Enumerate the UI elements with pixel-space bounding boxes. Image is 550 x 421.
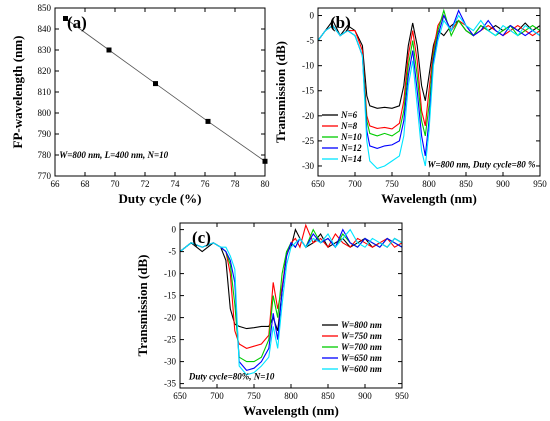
y-axis-label: FP-wavelength (nm) xyxy=(10,35,25,148)
y-tick-label: -25 xyxy=(302,136,314,146)
x-tick-label: 74 xyxy=(171,179,181,189)
y-tick-label: 0 xyxy=(172,225,177,235)
legend: W=800 nmW=750 nmW=700 nmW=650 nmW=600 nm xyxy=(322,320,382,374)
x-axis-label: Wavelength (nm) xyxy=(243,403,339,418)
chart-annotation: W=800 nm, L=400 nm, N=10 xyxy=(59,150,168,160)
y-tick-label: 830 xyxy=(38,45,52,55)
x-tick-label: 68 xyxy=(81,179,91,189)
x-tick-label: 950 xyxy=(533,179,547,189)
x-tick-label: 650 xyxy=(311,179,325,189)
x-tick-label: 700 xyxy=(210,391,224,401)
chart-panel-b: 650 700 750 800 850 900 950 -30 -25 -20 -15 -10 -5 0 W… xyxy=(273,7,547,206)
x-tick-label: 70 xyxy=(111,179,121,189)
y-tick-label: -5 xyxy=(169,247,177,257)
y-tick-label: -5 xyxy=(307,36,315,46)
series-line-5 xyxy=(318,14,540,170)
y-tick-label: -15 xyxy=(302,86,314,96)
series-line-1 xyxy=(65,18,265,162)
x-tick-label: 750 xyxy=(247,391,261,401)
y-tick-label: 850 xyxy=(38,3,52,13)
x-tick-label: 850 xyxy=(321,391,335,401)
panel-label: (a) xyxy=(67,13,87,32)
y-axis-label: Transmission (dB) xyxy=(135,255,150,357)
y-tick-label: 800 xyxy=(38,108,52,118)
legend-label: N=12 xyxy=(340,143,362,153)
x-tick-label: 950 xyxy=(395,391,409,401)
series-line-4 xyxy=(180,228,402,372)
x-tick-label: 76 xyxy=(201,179,211,189)
y-tick-label: -20 xyxy=(164,313,176,323)
x-tick-label: 650 xyxy=(173,391,187,401)
x-tick-label: 900 xyxy=(496,179,510,189)
legend-label: N=6 xyxy=(340,110,358,120)
y-tick-label: 0 xyxy=(310,11,315,21)
data-point xyxy=(106,47,112,53)
series-line-5 xyxy=(180,228,402,376)
x-tick-label: 66 xyxy=(51,179,61,189)
y-tick-label: -10 xyxy=(164,269,176,279)
y-tick-label: -15 xyxy=(164,291,176,301)
x-axis-label: Duty cycle (%) xyxy=(118,191,201,206)
y-tick-label: -30 xyxy=(164,357,176,367)
chart-panel-a: 66 68 70 72 74 76 78 80 770 780 790 800 810 820 830 840… xyxy=(10,3,270,206)
legend-label: N=10 xyxy=(340,132,362,142)
y-tick-label: 820 xyxy=(38,66,52,76)
y-tick-label: -25 xyxy=(164,335,176,345)
x-tick-label: 72 xyxy=(141,179,150,189)
y-tick-label: 790 xyxy=(38,129,52,139)
legend: N=6N=8N=10N=12N=14 xyxy=(322,110,362,164)
legend-label: N=8 xyxy=(340,121,358,131)
x-tick-label: 800 xyxy=(422,179,436,189)
legend-label: W=700 nm xyxy=(341,342,382,352)
y-tick-label: 780 xyxy=(38,150,52,160)
chart-annotation: Duty cycle=80%, N=10 xyxy=(188,371,275,381)
series-line-1 xyxy=(318,19,540,109)
x-axis-label: Wavelength (nm) xyxy=(381,191,477,206)
y-tick-label: 770 xyxy=(38,171,52,181)
legend-label: W=800 nm xyxy=(341,320,382,330)
legend-label: W=600 nm xyxy=(341,364,382,374)
chart-panel-c: 650 700 750 800 850 900 950 -35 -30 -25 -20 -15 -10 -… xyxy=(135,222,409,418)
x-tick-label: 800 xyxy=(284,391,298,401)
x-tick-label: 750 xyxy=(385,179,399,189)
x-tick-label: 80 xyxy=(261,179,271,189)
legend-label: W=650 nm xyxy=(341,353,382,363)
chart-annotation: W=800 nm, Duty cycle=80 % xyxy=(428,159,536,169)
data-point xyxy=(205,118,211,124)
panel-label: (c) xyxy=(192,228,211,247)
x-tick-label: 900 xyxy=(358,391,372,401)
y-tick-label: -20 xyxy=(302,111,314,121)
y-tick-label: -35 xyxy=(164,379,176,389)
data-point xyxy=(63,16,68,21)
x-tick-label: 850 xyxy=(459,179,473,189)
y-axis-label: Transmission (dB) xyxy=(273,41,288,143)
data-point xyxy=(153,81,158,87)
panel-label: (b) xyxy=(330,13,351,32)
y-tick-label: 840 xyxy=(38,24,52,34)
y-tick-label: -30 xyxy=(302,161,314,171)
x-tick-label: 700 xyxy=(348,179,362,189)
legend-label: N=14 xyxy=(340,154,362,164)
legend-label: W=750 nm xyxy=(341,331,382,341)
y-tick-label: 810 xyxy=(38,87,52,97)
x-tick-label: 78 xyxy=(231,179,241,189)
y-tick-label: -10 xyxy=(302,61,314,71)
